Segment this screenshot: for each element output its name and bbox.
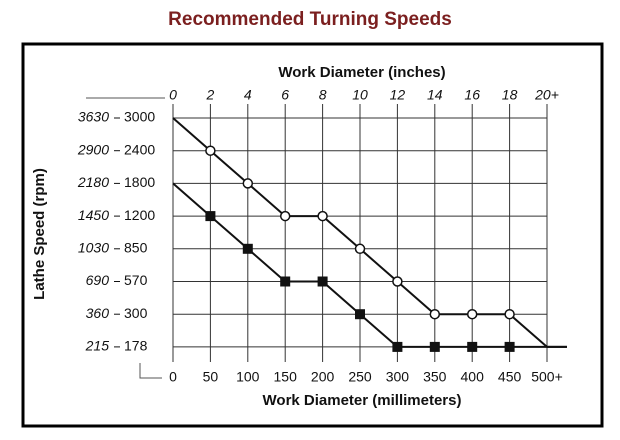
y-tick-label: 1200 (124, 207, 155, 223)
y-tick-label: 1800 (124, 174, 155, 190)
y-tick-label: 690 (86, 272, 110, 288)
x-tick-label: 250 (348, 369, 372, 385)
marker (354, 243, 366, 255)
marker (392, 341, 403, 352)
marker (467, 341, 478, 352)
x-tick-label: 500+ (531, 369, 563, 385)
x2-tick-label: 10 (352, 87, 368, 103)
y-tick-label: 570 (124, 272, 148, 288)
y-tick-label: 215 (85, 338, 110, 354)
y-tick-label: 3630 (78, 109, 109, 125)
x2-axis-title: Work Diameter (inches) (278, 64, 445, 81)
marker (504, 308, 515, 320)
bracket (139, 363, 162, 379)
y-tick-label: 3000 (124, 109, 155, 125)
y-axis-title: Lathe Speed (rpm) (31, 168, 48, 300)
marker (504, 341, 515, 352)
marker (242, 178, 254, 189)
marker (280, 276, 291, 287)
x-axis-title: Work Diameter (millimeters) (263, 392, 462, 409)
marker (205, 145, 216, 156)
x-tick-label: 100 (236, 369, 260, 385)
y-tick-label: 300 (124, 305, 148, 321)
chart-title: Recommended Turning Speeds (168, 9, 452, 30)
x2-tick-label: 18 (502, 87, 518, 103)
x-tick-label: 350 (423, 369, 447, 385)
y-tick-label: 2900 (77, 141, 109, 157)
x-tick-label: 150 (274, 369, 298, 385)
x-tick-label: 400 (461, 369, 485, 385)
marker (205, 211, 216, 222)
x-tick-label: 0 (169, 369, 177, 385)
y-tick-label: 2400 (124, 141, 155, 157)
y-tick-label: 850 (124, 240, 148, 256)
marker (392, 276, 403, 287)
x2-tick-label: 0 (169, 87, 177, 103)
x-tick-label: 450 (498, 369, 522, 385)
x2-tick-label: 20+ (534, 87, 559, 103)
x-tick-label: 200 (311, 369, 335, 385)
marker (429, 341, 440, 352)
marker (317, 276, 328, 287)
x2-tick-label: 8 (319, 87, 327, 103)
marker (355, 309, 365, 320)
y-tick-label: 1450 (78, 207, 109, 223)
marker (317, 210, 328, 222)
y-tick-label: 178 (124, 338, 148, 354)
x2-tick-label: 12 (390, 87, 406, 103)
x2-tick-label: 2 (206, 87, 215, 103)
x-tick-label: 50 (203, 369, 219, 385)
frame (21, 42, 604, 428)
x2-tick-label: 4 (244, 87, 252, 103)
x2-tick-label: 14 (427, 87, 443, 103)
y-tick-label: 1030 (78, 240, 109, 256)
x2-tick-label: 6 (281, 87, 289, 103)
marker (429, 308, 441, 320)
x-tick-label: 300 (386, 369, 410, 385)
x2-tick-label: 16 (464, 87, 480, 103)
marker (242, 243, 253, 254)
marker (279, 210, 291, 222)
y-tick-label: 2180 (77, 174, 109, 190)
y-tick-label: 360 (86, 305, 110, 321)
marker (466, 308, 478, 320)
